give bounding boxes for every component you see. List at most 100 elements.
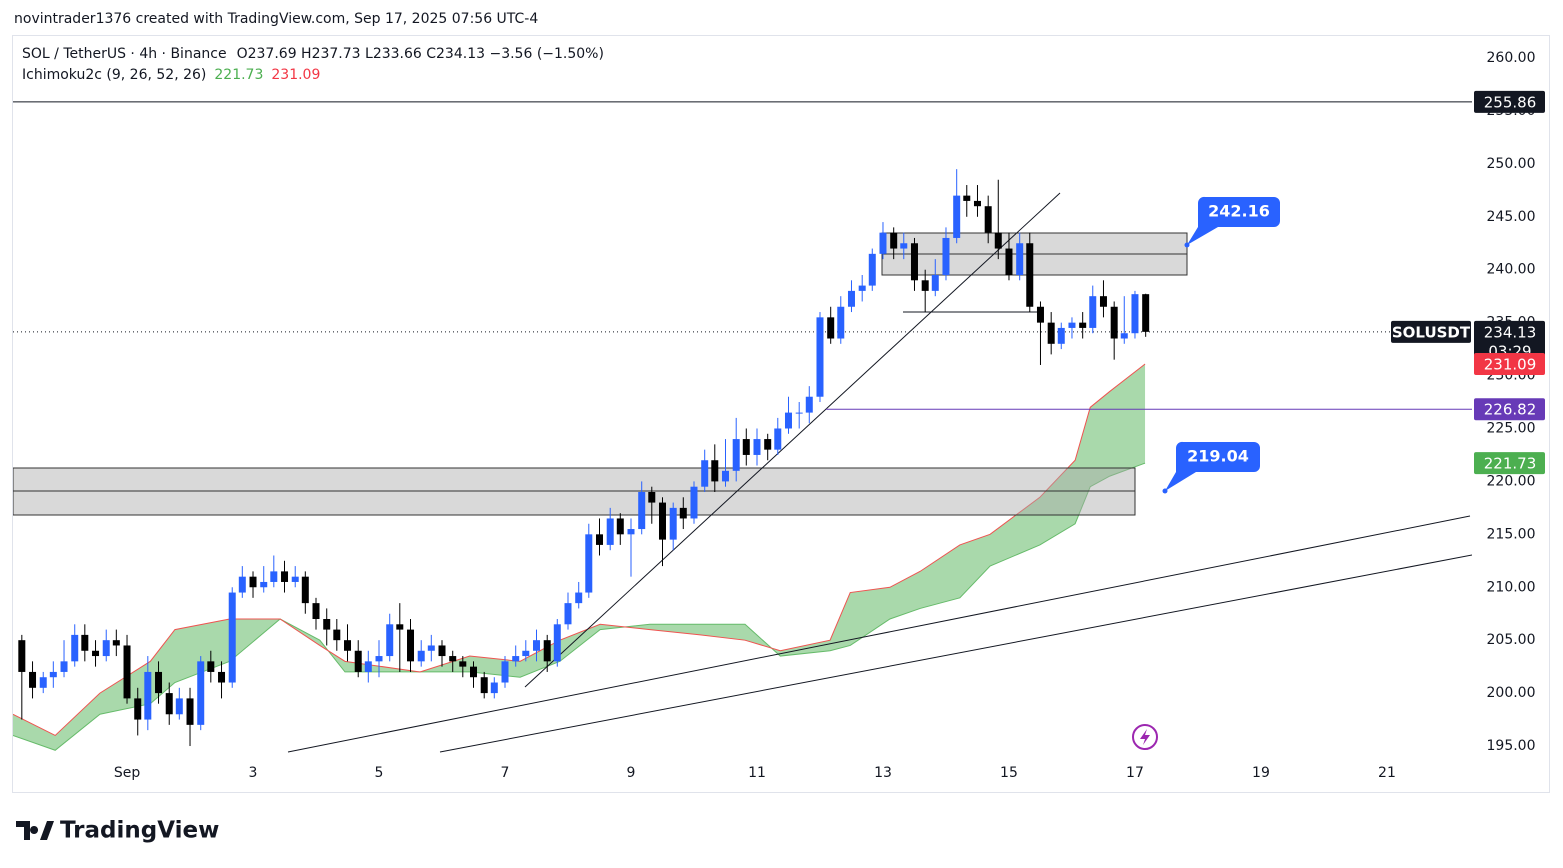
candle-body xyxy=(679,507,687,519)
x-tick-label: 5 xyxy=(375,765,384,781)
candle-body xyxy=(281,571,289,582)
candle-body xyxy=(847,290,855,307)
x-tick-label: 3 xyxy=(249,765,258,781)
price-tag xyxy=(1474,452,1545,475)
legend-indicator: Ichimoku2c (9, 26, 52, 26) 221.73 231.09 xyxy=(22,67,320,83)
candle-body xyxy=(742,439,750,455)
candle-body xyxy=(81,634,89,651)
candle-body xyxy=(470,666,478,678)
candle-body xyxy=(1036,306,1044,323)
candle-body xyxy=(438,645,446,657)
candle-body xyxy=(732,439,740,471)
candle-body xyxy=(1089,296,1097,328)
candle-body xyxy=(921,280,929,291)
callout-anchor xyxy=(1162,488,1168,494)
candle-body xyxy=(270,571,278,582)
chart-frame xyxy=(12,35,1550,793)
candle-body xyxy=(501,661,509,683)
candle-body xyxy=(963,195,971,201)
price-tag-label: 231.09 xyxy=(1484,356,1537,374)
y-tick-label: 205.00 xyxy=(1487,632,1536,648)
candle-body xyxy=(910,243,918,281)
candle-body xyxy=(260,581,268,588)
y-tick-label: 215.00 xyxy=(1487,526,1536,542)
callout-anchor xyxy=(1184,242,1190,248)
candle-body xyxy=(512,656,520,662)
candle-body xyxy=(112,640,120,646)
candle-body xyxy=(984,206,992,233)
candle-body xyxy=(92,650,100,657)
candle-body xyxy=(386,624,394,657)
alert-icon[interactable] xyxy=(1132,724,1158,750)
y-tick-label: 220.00 xyxy=(1487,473,1536,489)
candle-body xyxy=(553,624,561,662)
x-tick-label: 17 xyxy=(1126,765,1144,781)
y-tick-label: 240.00 xyxy=(1487,262,1536,278)
symbol-tag-label: SOLUSDT xyxy=(1392,323,1471,341)
alert-ring[interactable] xyxy=(1132,724,1158,750)
price-tag-label: 255.86 xyxy=(1484,93,1537,111)
x-tick-label: 13 xyxy=(874,765,892,781)
symbol-tag xyxy=(1391,320,1471,343)
candle-body xyxy=(627,529,635,535)
candle-body xyxy=(900,243,908,249)
candle-body xyxy=(890,232,898,249)
y-tick-label: 225.00 xyxy=(1487,420,1536,436)
byline: novintrader1376 created with TradingView… xyxy=(14,11,538,27)
span-b-line xyxy=(13,363,1146,737)
candle-body xyxy=(207,661,215,672)
candle-body xyxy=(711,460,719,482)
candle-body xyxy=(648,491,656,503)
price-axis: 195.00 200.00 205.00 210.00 215.00 220.00 225.… xyxy=(1391,50,1545,754)
candle-body xyxy=(49,671,57,678)
candle-body xyxy=(123,645,131,699)
candle-body xyxy=(144,671,152,720)
candle-body xyxy=(1131,294,1139,334)
candle-body xyxy=(721,470,729,482)
candle-body xyxy=(449,656,457,662)
indicator-a: 221.73 xyxy=(214,67,263,83)
candle-body xyxy=(994,232,1002,249)
callout: 219.04 xyxy=(1162,441,1260,494)
candle-body xyxy=(784,412,792,429)
candle-body xyxy=(165,693,173,715)
candle-body xyxy=(1057,327,1065,344)
candle-body xyxy=(931,275,939,291)
x-tick-label: 9 xyxy=(627,765,636,781)
candle-body xyxy=(879,232,887,254)
candle-body xyxy=(490,682,498,694)
candle-body xyxy=(1005,248,1013,276)
candle-body xyxy=(1016,243,1024,276)
x-tick-label: Sep xyxy=(114,765,141,781)
indicator-name: Ichimoku2c (9, 26, 52, 26) xyxy=(22,67,206,83)
candle-body xyxy=(658,502,666,540)
candle-body xyxy=(1099,296,1107,307)
x-tick-label: 15 xyxy=(1000,765,1018,781)
candle-body xyxy=(155,671,163,694)
candle-body xyxy=(18,640,26,672)
callout-box xyxy=(1187,196,1280,245)
candle-body xyxy=(1068,322,1076,328)
candle-body xyxy=(238,576,246,593)
candle-body xyxy=(585,534,593,593)
candle-body xyxy=(1026,243,1034,307)
candle-body xyxy=(175,698,183,715)
candle-body xyxy=(827,317,835,339)
candle-body xyxy=(753,439,761,455)
candle-body xyxy=(764,439,772,450)
alert-bolt[interactable] xyxy=(1140,729,1150,745)
candle-body xyxy=(701,460,709,487)
legend-symbol: SOL / TetherUS · 4h · Binance O237.69 H23… xyxy=(22,46,604,62)
candle-body xyxy=(973,200,981,207)
callout-box xyxy=(1165,441,1260,491)
x-tick-label: 7 xyxy=(501,765,510,781)
candle-body xyxy=(858,285,866,291)
trendline xyxy=(439,554,1472,753)
y-tick-label: 245.00 xyxy=(1487,209,1536,225)
candle-body xyxy=(333,629,341,641)
candle-body xyxy=(953,195,961,238)
price-tag xyxy=(1474,320,1545,363)
